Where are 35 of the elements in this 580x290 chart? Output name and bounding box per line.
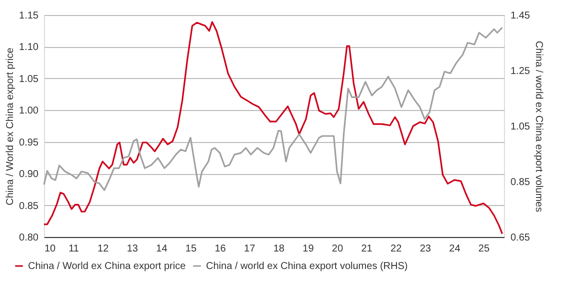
x-tick-label: 14 xyxy=(156,244,168,254)
y-tick-label: 1.15 xyxy=(19,10,39,22)
x-tick-label: 24 xyxy=(449,244,461,254)
x-tick-label: 25 xyxy=(478,244,490,254)
x-tick-label: 22 xyxy=(390,244,402,254)
x-tick-label: 18 xyxy=(273,244,285,254)
y-tick-label: 0.85 xyxy=(19,200,39,212)
x-tick-label: 16 xyxy=(214,244,226,254)
y2-axis-title: China / world ex China export volumes xyxy=(532,40,544,212)
x-tick-label: 10 xyxy=(44,244,56,254)
y2-tick-label: 1.05 xyxy=(510,122,530,132)
x-tick-label: 13 xyxy=(126,244,138,254)
y-tick-label: 1.00 xyxy=(19,106,39,117)
line-series xyxy=(43,21,504,235)
y2-tick-label: 0.65 xyxy=(510,232,530,244)
x-tick-label: 15 xyxy=(185,244,197,254)
y-tick-label: 1.05 xyxy=(19,74,39,85)
y-tick-label: 0.90 xyxy=(19,169,39,180)
line-series xyxy=(43,26,504,191)
x-tick-label: 11 xyxy=(68,244,80,254)
x-tick-label: 20 xyxy=(332,244,344,254)
x-tick-label: 12 xyxy=(98,244,110,254)
y-tick-label: 0.95 xyxy=(19,137,39,148)
y2-tick-label: 1.25 xyxy=(510,66,530,77)
legend-label: China / world ex China export volumes (RHS) xyxy=(206,261,408,272)
y-tick-label: 0.80 xyxy=(19,232,39,244)
x-tick-label: 21 xyxy=(361,244,373,254)
y2-tick-label: 0.85 xyxy=(510,177,530,188)
legend-label: China / World ex China export price xyxy=(28,261,186,272)
y2-tick-label: 1.45 xyxy=(510,10,530,22)
y-axis-title: China / World ex China export price xyxy=(5,47,16,206)
x-tick-label: 19 xyxy=(302,244,314,254)
y-tick-label: 1.10 xyxy=(19,42,39,54)
x-tick-label: 23 xyxy=(420,244,432,254)
x-tick-label: 17 xyxy=(244,244,256,254)
